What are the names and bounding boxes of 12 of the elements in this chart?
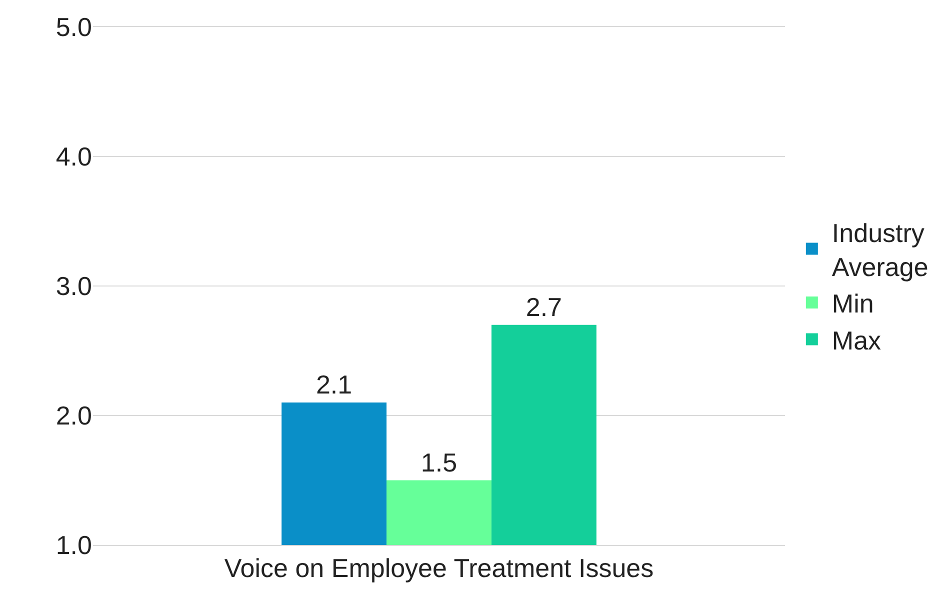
y-tick-label: 1.0 [56, 530, 92, 560]
data-label: 2.1 [316, 370, 352, 400]
y-tick-label: 3.0 [56, 271, 92, 302]
y-tick-label: 4.0 [56, 142, 92, 172]
y-tick-label: 2.0 [56, 400, 92, 431]
data-label: 2.7 [526, 292, 562, 322]
legend-label: Industry Average [832, 218, 928, 282]
legend-label: Min [832, 288, 874, 319]
data-label: 1.5 [420, 447, 458, 478]
y-tick-label: 5.0 [56, 12, 92, 42]
x-tick-label: Voice on Employee Treatment Issues [224, 553, 654, 584]
legend-label: Max [832, 325, 882, 356]
